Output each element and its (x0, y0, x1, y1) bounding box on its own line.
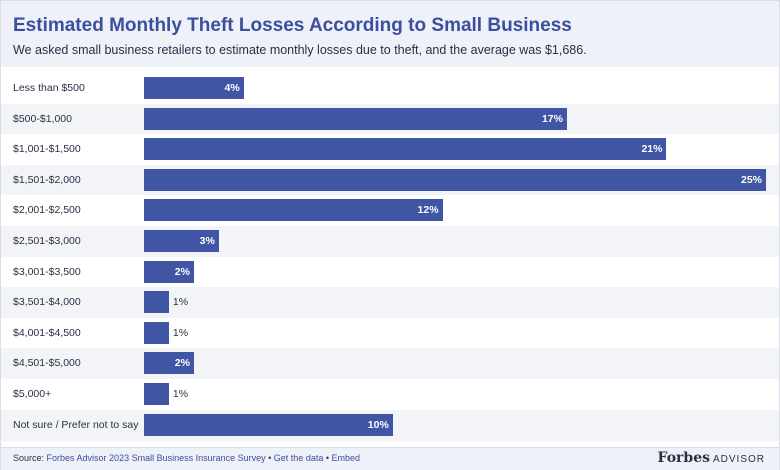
value-label: 10% (367, 418, 389, 431)
value-label: 1% (172, 296, 189, 309)
bar (144, 260, 194, 283)
category-label: Less than $500 (13, 82, 85, 94)
bar (144, 352, 194, 375)
source-line: Source: Forbes Advisor 2023 Small Busine… (13, 453, 360, 463)
category-label: $3,001-$3,500 (13, 265, 81, 278)
chart-subtitle: We asked small business retailers to est… (13, 43, 587, 57)
category-label: $4,501-$5,000 (13, 357, 81, 370)
source-link[interactable]: Forbes Advisor 2023 Small Business Insur… (46, 453, 266, 463)
bar (144, 230, 219, 252)
value-label: 4% (224, 82, 240, 94)
separator: • (323, 453, 332, 463)
value-label: 25% (741, 173, 763, 186)
value-label: 12% (417, 204, 439, 217)
category-label: $2,501-$3,000 (13, 235, 81, 247)
row-background (1, 379, 779, 410)
row-background (1, 348, 779, 380)
category-label: $5,000+ (13, 388, 52, 400)
value-label: 3% (199, 235, 215, 247)
value-label: 21% (641, 143, 663, 156)
value-label: 17% (541, 112, 563, 125)
value-label: 2% (174, 265, 190, 278)
value-label: 2% (174, 357, 190, 370)
row-background (1, 317, 779, 349)
chart-header: Estimated Monthly Theft Losses According… (1, 7, 779, 67)
category-label: Not sure / Prefer not to say (13, 418, 139, 431)
bar (144, 77, 244, 99)
bar (144, 321, 169, 344)
bar (144, 383, 169, 405)
value-label: 1% (172, 388, 189, 400)
embed-link[interactable]: Embed (331, 453, 361, 463)
bar (144, 199, 443, 222)
top-strip (1, 1, 779, 7)
row-background (1, 226, 779, 257)
category-label: $1,001-$1,500 (13, 143, 81, 156)
bar (144, 138, 667, 161)
value-label: 1% (172, 326, 189, 339)
bar (144, 107, 567, 130)
row-background (1, 256, 779, 288)
chart-footer: Source: Forbes Advisor 2023 Small Busine… (1, 447, 779, 470)
source-prefix: Source: (13, 453, 47, 463)
bar (144, 413, 393, 436)
separator: • (265, 453, 274, 463)
category-label: $4,001-$4,500 (13, 326, 81, 339)
forbes-advisor-logo: Forbes ADVISOR (658, 449, 765, 467)
category-label: $1,501-$2,000 (13, 173, 81, 186)
chart-title: Estimated Monthly Theft Losses According… (13, 15, 572, 36)
category-label: $2,001-$2,500 (13, 204, 81, 217)
bar (144, 291, 169, 314)
logo-brand: Forbes (657, 450, 710, 466)
get-data-link[interactable]: Get the data (273, 453, 324, 463)
row-background (1, 73, 779, 104)
logo-sub: ADVISOR (712, 454, 765, 465)
row-background (1, 287, 779, 319)
category-label: $3,501-$4,000 (13, 296, 81, 309)
category-label: $500-$1,000 (13, 112, 72, 125)
bar (144, 168, 766, 191)
